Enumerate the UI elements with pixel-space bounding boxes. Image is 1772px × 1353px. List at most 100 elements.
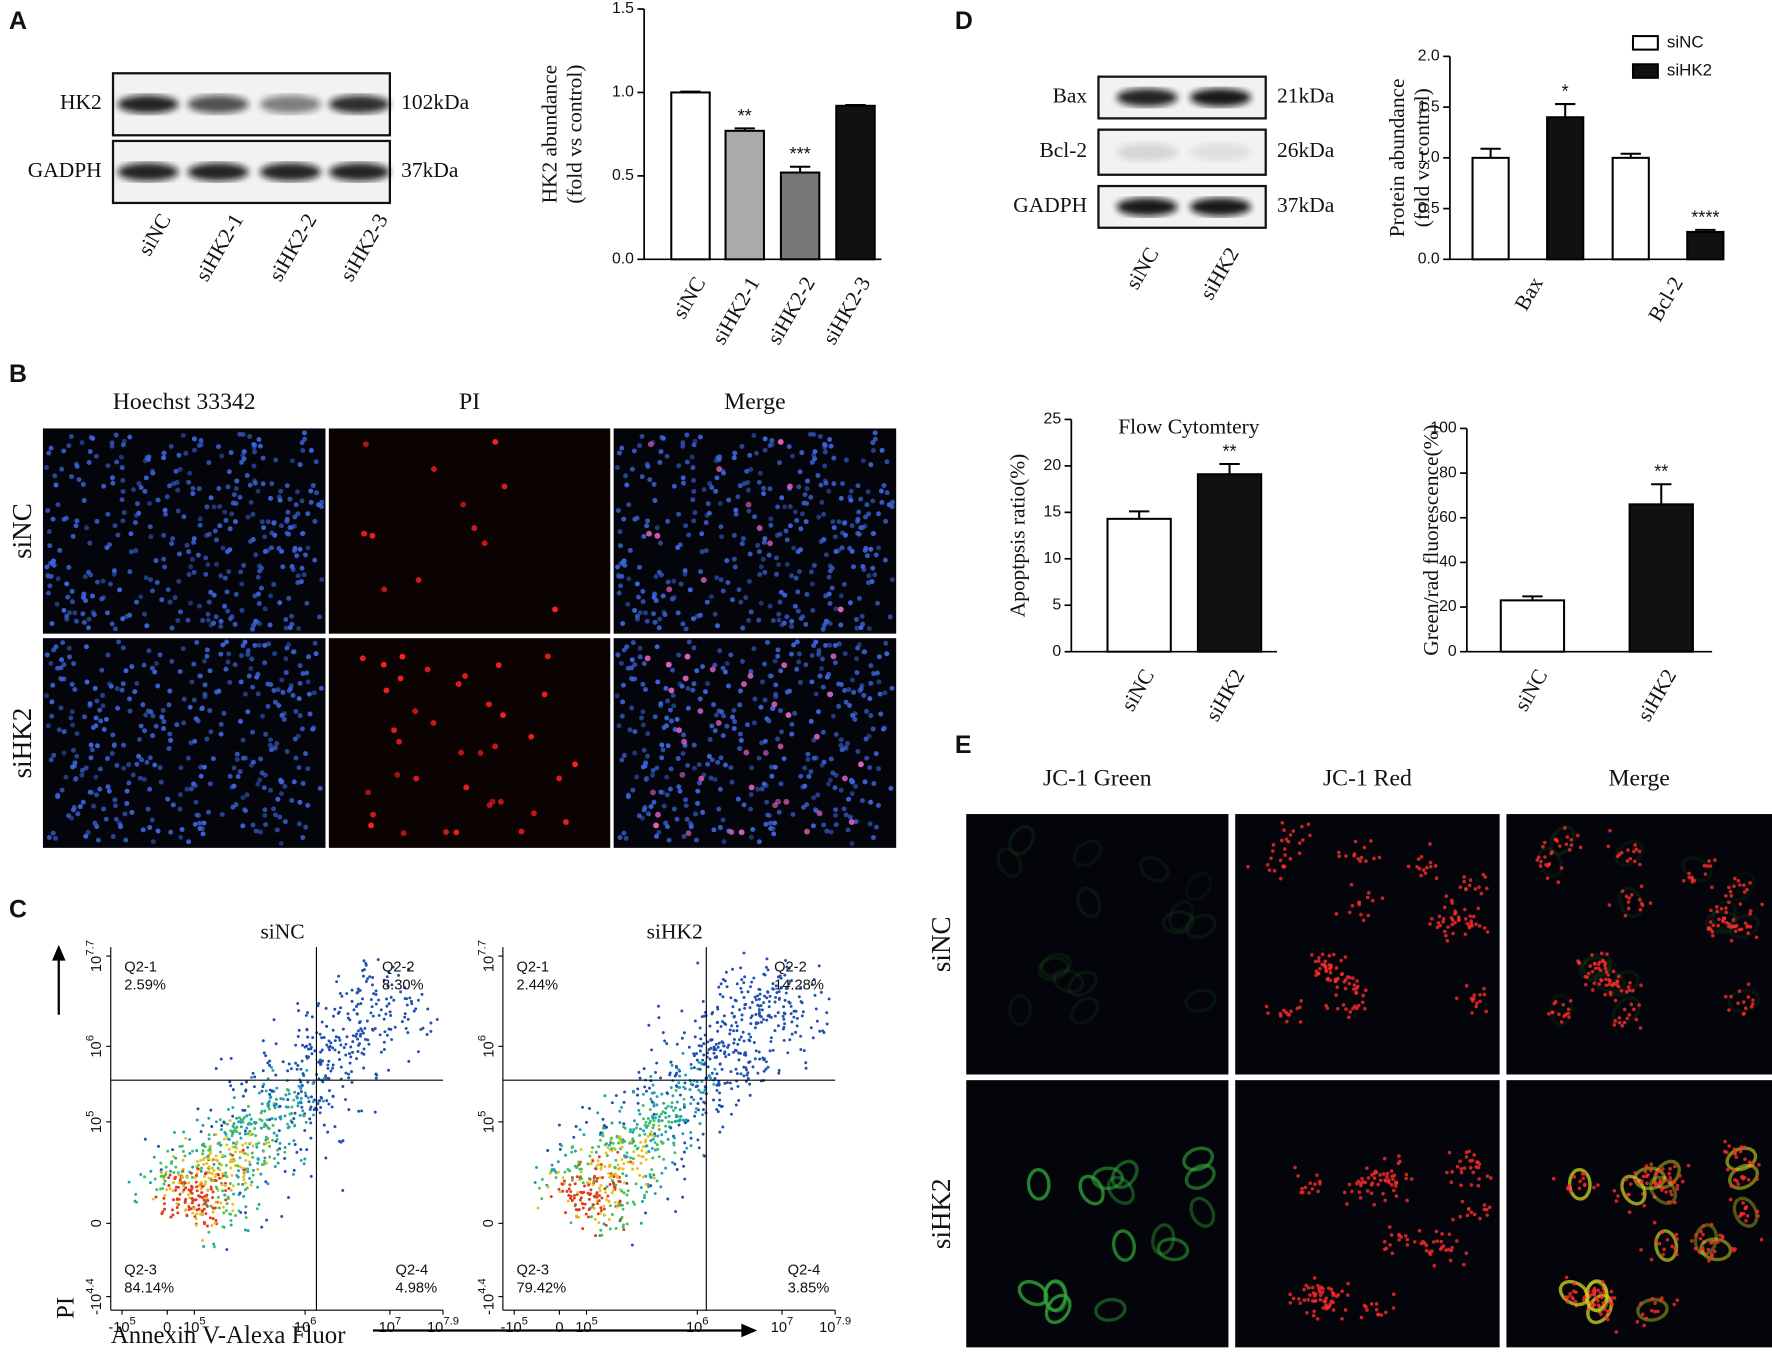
nucleus: [731, 532, 737, 538]
event-dot: [357, 1109, 361, 1113]
nucleus: [705, 761, 711, 767]
event-dot: [769, 1015, 773, 1019]
nucleus: [779, 729, 785, 735]
event-dot: [268, 1096, 272, 1100]
quadrant-percent: 2.59%: [124, 977, 166, 993]
blot-band: [1189, 197, 1252, 216]
event-dot: [354, 1005, 358, 1008]
event-dot: [225, 1202, 229, 1206]
event-dot: [701, 1132, 705, 1136]
red-mito: [1717, 917, 1721, 922]
nucleus: [697, 434, 703, 440]
event-dot: [162, 1182, 166, 1186]
red-mito: [1639, 1247, 1643, 1252]
nucleus: [652, 497, 658, 503]
event-dot: [216, 1142, 220, 1146]
nucleus: [868, 462, 874, 468]
event-dot: [320, 1036, 324, 1040]
event-dot: [709, 1046, 713, 1050]
blot-band: [328, 162, 390, 181]
red-mito: [1578, 1179, 1582, 1184]
event-dot: [757, 1050, 761, 1054]
blot-row-label: GADPH: [1013, 193, 1087, 217]
red-mito: [1627, 1210, 1632, 1214]
event-dot: [702, 1053, 706, 1057]
event-dot: [189, 1171, 193, 1175]
red-mito: [1729, 893, 1734, 898]
tick-exponent: 5: [592, 1315, 598, 1327]
pi-nucleus: [497, 798, 504, 805]
red-mito: [1724, 910, 1728, 915]
nucleus: [677, 542, 683, 548]
nucleus: [240, 643, 246, 648]
nucleus: [676, 463, 682, 469]
red-mito: [1687, 875, 1692, 880]
nucleus: [120, 645, 126, 651]
nucleus: [168, 829, 174, 835]
nucleus: [660, 435, 666, 441]
red-mito: [1346, 1281, 1350, 1286]
red-mito: [1387, 1225, 1392, 1229]
red-mito: [1598, 1291, 1603, 1296]
nucleus: [318, 685, 324, 691]
nucleus: [201, 658, 207, 664]
nucleus: [721, 839, 727, 845]
nucleus: [756, 755, 762, 761]
nucleus: [870, 448, 876, 454]
event-dot: [241, 1120, 245, 1124]
event-dot: [319, 1106, 323, 1109]
nucleus: [867, 821, 873, 827]
nucleus: [876, 545, 882, 551]
event-dot: [264, 1180, 268, 1184]
nucleus: [811, 562, 817, 568]
error-bar: [1480, 147, 1501, 158]
nucleus: [88, 572, 94, 578]
event-dot: [308, 1042, 312, 1046]
event-dot: [299, 1067, 303, 1071]
nucleus: [681, 480, 687, 486]
nucleus: [44, 564, 50, 570]
event-dot: [601, 1176, 605, 1180]
nucleus: [843, 699, 849, 705]
nucleus: [129, 809, 135, 815]
event-dot: [268, 1059, 272, 1063]
event-dot: [582, 1133, 586, 1137]
pi-nucleus: [681, 738, 688, 745]
red-mito: [1662, 1179, 1666, 1183]
event-dot: [637, 1108, 641, 1112]
nucleus: [619, 757, 625, 763]
event-dot: [366, 977, 369, 981]
red-mito: [1383, 1198, 1388, 1203]
event-dot: [614, 1227, 618, 1230]
red-mito: [1728, 1197, 1733, 1202]
nucleus: [791, 642, 797, 648]
event-dot: [599, 1211, 603, 1215]
event-dot: [208, 1171, 212, 1175]
event-dot: [581, 1181, 585, 1185]
event-dot: [614, 1094, 618, 1098]
nucleus: [306, 654, 312, 660]
event-dot: [291, 1172, 295, 1176]
nucleus: [278, 488, 284, 494]
green-cell: [1636, 1297, 1669, 1322]
red-mito: [1314, 973, 1318, 977]
nucleus: [668, 766, 674, 772]
event-dot: [406, 1031, 410, 1035]
nucleus: [819, 666, 824, 671]
nucleus: [197, 673, 203, 679]
red-mito: [1738, 1149, 1743, 1154]
event-dot: [359, 1032, 363, 1036]
red-mito: [1748, 909, 1753, 913]
nucleus: [260, 455, 266, 461]
event-dot: [622, 1162, 626, 1166]
nucleus: [133, 512, 139, 518]
event-dot: [592, 1206, 596, 1210]
y-tick-label: 0.5: [612, 167, 634, 184]
nucleus: [889, 577, 895, 583]
event-dot: [296, 1034, 300, 1038]
event-dot: [300, 1059, 304, 1063]
nucleus: [158, 779, 164, 785]
event-dot: [283, 1114, 287, 1118]
red-mito: [1306, 822, 1311, 827]
red-mito: [1635, 1320, 1640, 1324]
